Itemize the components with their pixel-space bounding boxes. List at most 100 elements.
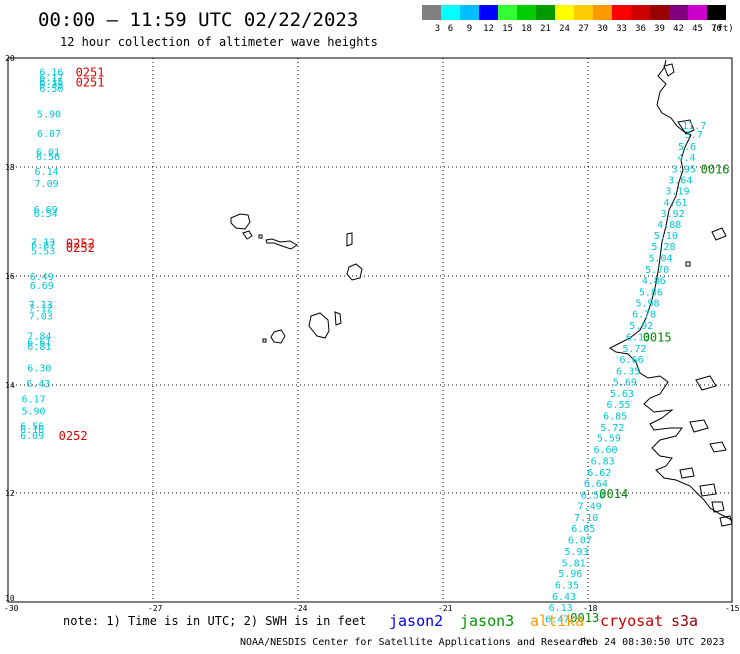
african-coastline xyxy=(609,59,733,527)
left-wave-height-13: 7.13 xyxy=(31,237,55,248)
satellite-legend-cryosat: cryosat xyxy=(600,612,663,630)
scale-label-39: 39 xyxy=(654,24,665,34)
left-wave-height-22: 6.61 xyxy=(27,337,51,348)
scale-label-12: 12 xyxy=(483,24,494,34)
left-wave-height-21: 7.84 xyxy=(27,331,51,342)
coast-islet-4 xyxy=(685,261,691,267)
scale-swatch-36 xyxy=(631,5,650,20)
scale-swatch-15 xyxy=(498,5,517,20)
coast-islet-2 xyxy=(677,119,695,135)
right-wave-height-2: 5.6 xyxy=(678,142,696,153)
scale-swatch-33 xyxy=(612,5,631,20)
scale-swatch-6 xyxy=(441,5,460,20)
right-wave-height-41: 6.35 xyxy=(555,581,579,592)
right-wave-height-16: 5.98 xyxy=(635,298,659,309)
left-wave-height-15: 5.53 xyxy=(31,247,55,258)
right-wave-height-40: 5.96 xyxy=(558,569,582,580)
right-wave-height-11: 5.28 xyxy=(651,242,675,253)
right-time-label-0: 0016 xyxy=(701,162,730,176)
right-wave-height-15: 5.86 xyxy=(639,287,663,298)
scale-label-30: 30 xyxy=(597,24,608,34)
left-wave-height-9: 6.14 xyxy=(35,167,59,178)
scale-label-45: 45 xyxy=(692,24,703,34)
right-wave-height-36: 6.65 xyxy=(571,524,595,535)
island-fogo xyxy=(270,329,286,344)
coast-islet-10 xyxy=(711,501,725,513)
right-wave-height-9: 4.88 xyxy=(657,220,681,231)
coast-mauritania-senegal xyxy=(609,59,733,521)
left-wave-height-18: 7.13 xyxy=(29,300,53,311)
lon-label-27w: -27 xyxy=(148,604,163,613)
wave-height-color-scale: 3 6 9 12 15 18 21 24 27 30 33 36 39 42 45 70 xyxy=(422,5,726,34)
right-wave-height-3: 4.4 xyxy=(677,153,695,164)
scale-swatch-30 xyxy=(593,5,612,20)
scale-swatch-27 xyxy=(574,5,593,20)
lon-label-30w: -30 xyxy=(4,604,19,613)
scale-label-15: 15 xyxy=(502,24,513,34)
scale-label-27: 27 xyxy=(578,24,589,34)
left-wave-height-28: 6.56 xyxy=(20,422,44,433)
island-sao-nicolau xyxy=(265,238,298,250)
lat-label-18n: 18 xyxy=(5,163,15,172)
scale-swatch-70 xyxy=(707,5,726,20)
right-wave-height-1: 3.7 xyxy=(685,130,703,141)
left-wave-height-7: 6.01 xyxy=(36,148,60,159)
left-wave-height-30: 6.09 xyxy=(20,431,44,442)
right-wave-height-22: 6.35 xyxy=(616,366,640,377)
island-santiago xyxy=(308,312,330,339)
scale-label-24: 24 xyxy=(559,24,570,34)
lat-label-14n: 14 xyxy=(5,381,15,390)
coast-islet-8 xyxy=(679,467,695,479)
right-wave-height-29: 6.60 xyxy=(593,445,617,456)
island-santo-antao xyxy=(230,213,251,230)
coast-islet-1 xyxy=(663,63,675,77)
page-title: 00:00 — 11:59 UTC 02/22/2023 xyxy=(38,9,358,31)
scale-swatch-3 xyxy=(422,5,441,20)
right-wave-height-34: 7.49 xyxy=(578,502,602,513)
island-sal xyxy=(346,232,353,247)
scale-swatch-21 xyxy=(536,5,555,20)
right-time-label-3: 0013 xyxy=(570,611,599,625)
scale-label-21: 21 xyxy=(540,24,551,34)
left-wave-height-26: 6.17 xyxy=(22,395,46,406)
right-wave-height-44: 6.47 xyxy=(545,614,569,625)
satellite-legend-jason3: jason3 xyxy=(460,612,514,630)
footer-note: note: 1) Time is in UTC; 2) SWH is in fe… xyxy=(63,614,366,628)
satellite-legend: jason2 jason3 altika cryosat s3a xyxy=(389,612,698,630)
right-wave-height-43: 6.13 xyxy=(549,603,573,614)
lat-label-10n: 10 xyxy=(5,594,15,603)
right-wave-height-5: 3.64 xyxy=(668,175,692,186)
left-wave-height-29: 6.16 xyxy=(20,425,44,436)
cape-verde-islands xyxy=(230,213,363,344)
satellite-legend-altika: altika xyxy=(530,612,584,630)
scale-swatch-18 xyxy=(517,5,536,20)
right-wave-height-33: 6.58 xyxy=(581,490,605,501)
scale-label-42: 42 xyxy=(673,24,684,34)
left-wave-height-25: 6.43 xyxy=(26,379,50,390)
right-wave-height-32: 6.64 xyxy=(584,479,608,490)
left-wave-height-5: 5.90 xyxy=(37,109,61,120)
right-time-label-2: 0014 xyxy=(599,487,628,501)
left-time-label-1: 0251 xyxy=(76,75,105,89)
left-wave-height-1: 6.17 xyxy=(39,73,63,84)
scale-label-36: 36 xyxy=(635,24,646,34)
scale-swatch-24 xyxy=(555,5,574,20)
satellite-legend-s3a: s3a xyxy=(671,612,698,630)
left-wave-height-23: 6.81 xyxy=(27,342,51,353)
right-wave-height-25: 6.55 xyxy=(607,400,631,411)
left-wave-height-12: 6.54 xyxy=(34,209,58,220)
scale-label-6: 6 xyxy=(448,24,453,34)
coast-islet-6 xyxy=(689,419,709,433)
island-santa-luzia xyxy=(258,234,263,239)
coast-islet-9 xyxy=(699,483,717,497)
left-wave-height-8: 6.56 xyxy=(36,152,60,163)
lon-label-21w: -21 xyxy=(438,604,453,613)
left-wave-height-14: 6.87 xyxy=(31,241,55,252)
right-wave-height-0: 11.7 xyxy=(682,121,706,132)
right-time-label-1: 0015 xyxy=(643,331,672,345)
right-wave-height-26: 6.85 xyxy=(603,411,627,422)
altimeter-track-left: 6.166.176.156.356.505.906.076.016.566.14… xyxy=(20,66,104,443)
scale-swatch-12 xyxy=(479,5,498,20)
